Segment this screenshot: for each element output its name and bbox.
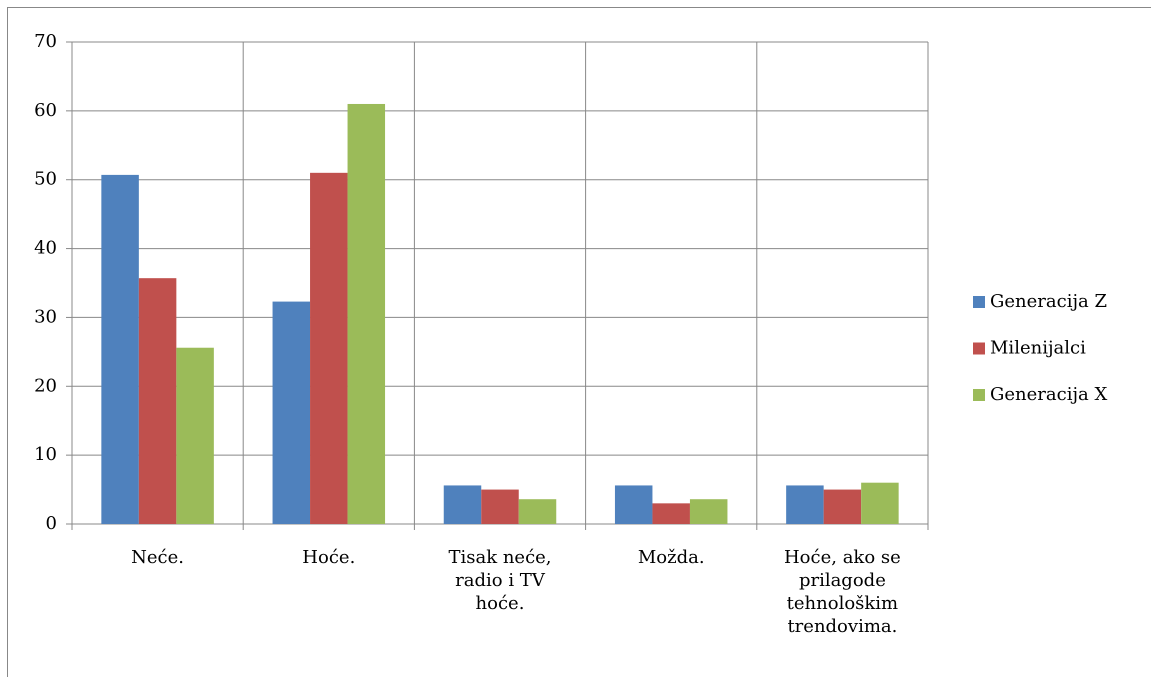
legend-swatch (973, 342, 985, 355)
bar (823, 489, 862, 524)
bar (689, 499, 728, 524)
x-tick-label: Hoće, ako se prilagode tehnološkim trendovi… (784, 547, 901, 637)
bar (310, 172, 348, 525)
y-tick-label: 40 (34, 238, 57, 259)
bar (101, 174, 139, 524)
bar (176, 347, 214, 524)
chart-frame (7, 7, 1151, 677)
bar (347, 103, 386, 524)
legend-swatch (973, 389, 985, 401)
y-tick-label: 30 (34, 306, 57, 327)
legend-label: Milenijalci (990, 338, 1086, 359)
bar (614, 485, 653, 524)
y-tick-label: 70 (34, 31, 57, 52)
bar (652, 503, 690, 524)
bar (138, 278, 177, 524)
x-tick-label: Neće. (131, 547, 184, 568)
y-tick-label: 0 (46, 513, 57, 534)
bar (443, 485, 482, 524)
x-tick-label: Tisak neće, radio i TV hoće. (448, 547, 551, 614)
bar (481, 489, 519, 524)
bar (272, 301, 311, 524)
legend-label: Generacija Z (990, 291, 1107, 312)
y-tick-label: 60 (34, 100, 57, 121)
legend-swatch (973, 296, 985, 308)
bar (861, 482, 899, 524)
y-tick-label: 20 (34, 375, 57, 396)
y-tick-label: 50 (34, 169, 57, 190)
x-tick-label: Možda. (638, 547, 705, 568)
bar (786, 485, 824, 524)
y-tick-label: 10 (34, 444, 57, 465)
legend-label: Generacija X (990, 384, 1107, 405)
bar (518, 499, 557, 524)
x-tick-label: Hoće. (302, 547, 355, 568)
